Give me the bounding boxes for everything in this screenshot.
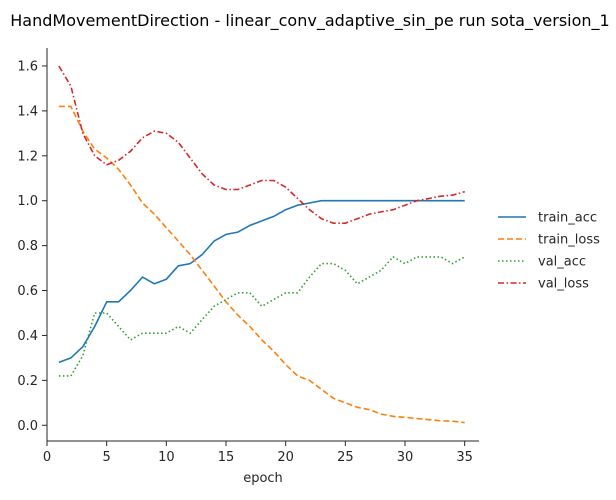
x-tick-label: 20 [277, 450, 294, 465]
x-tick-label: 5 [103, 450, 111, 465]
y-tick-label: 1.4 [17, 104, 38, 119]
plot-area [58, 65, 466, 424]
x-tick-label: 0 [43, 450, 51, 465]
y-tick-label: 1.2 [17, 149, 38, 164]
legend-label-val-loss: val_loss [538, 277, 589, 292]
legend-label-val-acc: val_acc [538, 255, 586, 270]
y-ticks: 0.0 0.2 0.4 0.6 0.8 1.0 1.2 1.4 1.6 [17, 59, 47, 434]
y-tick-label: 0.0 [17, 419, 38, 434]
legend-label-train-loss: train_loss [538, 233, 600, 248]
x-tick-label: 25 [337, 450, 354, 465]
series-line-val-loss [58, 65, 465, 224]
chart-title: HandMovementDirection - linear_conv_adap… [10, 11, 609, 31]
y-tick-label: 0.6 [17, 284, 38, 299]
y-tick-label: 0.8 [17, 239, 38, 254]
y-tick-label: 1.6 [17, 59, 38, 74]
x-tick-label: 35 [456, 450, 473, 465]
y-tick-label: 1.0 [17, 194, 38, 209]
x-ticks: 0 5 10 15 20 25 30 35 [43, 441, 473, 465]
legend-label-train-acc: train_acc [538, 211, 597, 226]
x-tick-label: 15 [218, 450, 235, 465]
y-tick-label: 0.2 [17, 374, 38, 389]
series-line-train-acc [58, 199, 465, 364]
legend: train_acc train_loss val_acc val_loss [498, 211, 600, 292]
y-tick-label: 0.4 [17, 329, 38, 344]
x-tick-label: 30 [397, 450, 414, 465]
series-line-train-loss [58, 105, 465, 424]
x-axis-label: epoch [243, 471, 283, 486]
series-line-val-acc [58, 256, 466, 377]
x-tick-label: 10 [158, 450, 175, 465]
